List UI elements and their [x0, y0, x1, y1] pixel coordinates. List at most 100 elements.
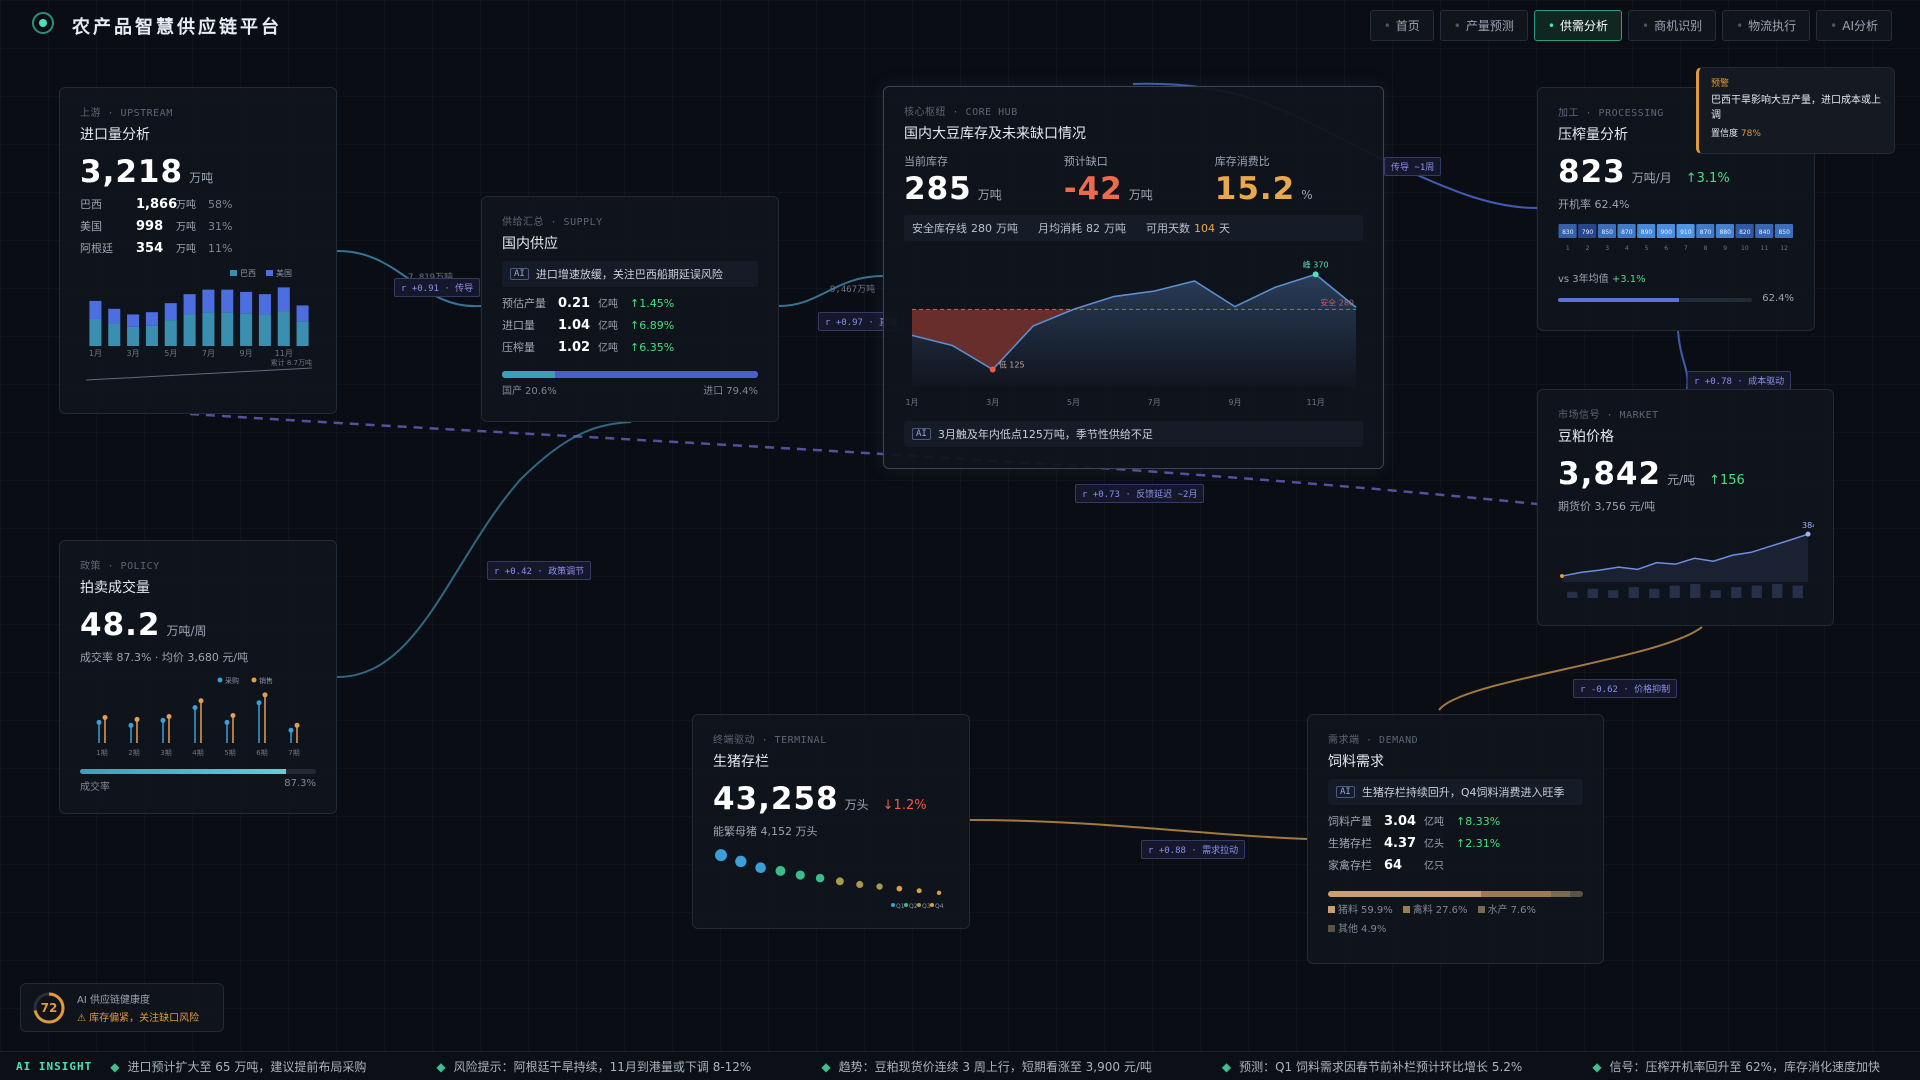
trend-label: 累计 8.7万吨: [271, 358, 312, 367]
legend-dot: [917, 903, 921, 907]
bar: [202, 289, 215, 313]
demand-panel: 需求端 · DEMAND 饲料需求 AI 生猪存栏持续回升，Q4饲料消费进入旺季 …: [1307, 714, 1604, 964]
info-label: 安全库存线: [912, 222, 967, 235]
legend-dot: [251, 677, 257, 683]
nav-item[interactable]: 供需分析: [1533, 10, 1622, 41]
flow-volume: 9,467万吨: [830, 285, 876, 295]
confidence-value: 78%: [1740, 129, 1761, 139]
split-bar: [1328, 891, 1583, 897]
policy-panel: 政策 · POLICY 拍卖成交量 48.2 万吨/周 成交率 87.3% · 均…: [59, 540, 337, 814]
heat-cell: [1735, 224, 1754, 238]
end-label: 3842: [1802, 522, 1814, 530]
legend-name: 猪料: [1338, 905, 1358, 916]
ai-note: AI 3月触及年内低点125万吨，季节性供给不足: [904, 421, 1363, 447]
x-tick-label: 11月: [1307, 398, 1325, 407]
metric-name: 压榨量: [502, 341, 535, 354]
bar: [296, 305, 309, 322]
stat-label: 预计缺口: [1063, 155, 1108, 168]
nav-item[interactable]: 产量预测: [1439, 10, 1528, 41]
panel-title: 饲料需求: [1328, 754, 1384, 770]
dot: [775, 865, 786, 876]
kpi-value: 48.2: [80, 607, 161, 643]
logo: [32, 12, 54, 34]
nav-item[interactable]: 首页: [1369, 10, 1434, 41]
x-tick-label: 9月: [240, 349, 253, 358]
heat-label: 12: [1780, 245, 1788, 252]
panel-tag: 政策 · POLICY: [80, 561, 160, 572]
info-strip: 安全库存线 280 万吨 月均消耗 82 万吨 可用天数 104 天: [904, 215, 1363, 241]
info-value: 104: [1194, 222, 1215, 235]
heat-value: 890: [1641, 229, 1653, 236]
kpi: 43,258 万头 ↓1.2%: [713, 781, 949, 817]
volume-bar: [1608, 590, 1619, 598]
heat-value: 790: [1582, 229, 1594, 236]
ai-text: 生猪存栏持续回升，Q4饲料消费进入旺季: [1361, 786, 1565, 799]
x-tick-label: 4期: [192, 749, 203, 757]
bar: [164, 320, 177, 346]
metric-value: 3.04: [1384, 814, 1417, 829]
heat-value: 830: [1562, 229, 1574, 236]
lollipop-head: [160, 717, 166, 723]
volume-bar: [1669, 585, 1680, 598]
heat-cell: [1578, 224, 1597, 238]
metric-unit: 万吨: [176, 200, 196, 211]
dot: [735, 855, 747, 868]
legend-value: 27.6%: [1435, 905, 1468, 916]
metric-change: ↑6.89%: [630, 319, 675, 332]
heat-value: 910: [1680, 229, 1692, 236]
kpi-value: 3,218: [80, 154, 184, 190]
heat-value: 870: [1700, 229, 1712, 236]
legend-label: 美国: [276, 268, 292, 278]
ticker-item: 趋势：豆粕现货价连续 3 周上行，短期看涨至 3,900 元/吨: [821, 1058, 1152, 1075]
dot: [815, 873, 825, 883]
flow-label: r -0.62 · 价格抑制: [1573, 679, 1678, 698]
nav-item[interactable]: 物流执行: [1722, 10, 1811, 41]
metric-value: 354: [136, 241, 164, 256]
peak-label: 峰 370: [1303, 259, 1329, 269]
metric-row: 巴西 1,866 万吨 58%: [80, 196, 316, 218]
dot: [715, 849, 727, 862]
legend-value: 79.4%: [726, 386, 758, 397]
flow-label: 传导 ~1周: [1384, 157, 1442, 176]
metric-row: 进口量 1.04 亿吨 ↑6.89%: [502, 317, 758, 339]
ticker-item: 进口预计扩大至 65 万吨，建议提前布局采购: [110, 1058, 366, 1075]
nav-item[interactable]: 商机识别: [1627, 10, 1717, 41]
kpi-change: ↑156: [1709, 473, 1745, 488]
legend-name: 国产: [502, 386, 522, 397]
heat-cell: [1558, 224, 1577, 238]
lollipop-head: [128, 722, 134, 728]
metric-change: 11%: [208, 242, 233, 255]
bar: [183, 294, 196, 315]
metric-row: 美国 998 万吨 31%: [80, 218, 316, 240]
volume-bar: [1649, 588, 1660, 598]
lollipop-head: [262, 692, 268, 698]
legend-dot: [217, 677, 223, 683]
stats: 当前库存 285 万吨 预计缺口 -42 万吨 库存消费比 15.2%: [904, 153, 1363, 207]
info-unit: 天: [1219, 222, 1230, 235]
metric-change: ↑2.31%: [1456, 837, 1501, 850]
bar: [145, 312, 158, 326]
legend-value: 7.6%: [1510, 905, 1536, 916]
panel-title: 压榨量分析: [1558, 127, 1628, 143]
panel-title: 拍卖成交量: [80, 580, 150, 596]
nav: 首页产量预测供需分析商机识别物流执行AI分析: [1369, 10, 1892, 41]
info-label: 可用天数: [1146, 222, 1190, 235]
legend-name: 水产: [1487, 905, 1508, 916]
heat-cell: [1637, 224, 1656, 238]
nav-item[interactable]: AI分析: [1816, 10, 1892, 41]
legend-name: 禽料: [1412, 905, 1433, 916]
heat-label: 8: [1704, 245, 1708, 252]
bar-segment: [1551, 891, 1571, 897]
bar: [108, 308, 121, 324]
legend-label: Q3: [922, 903, 931, 910]
heat-cell: [1597, 224, 1616, 238]
heat-cell: [1755, 224, 1774, 238]
rate-label: 开机率: [1558, 198, 1591, 211]
legend-item: 禽料 27.6%: [1402, 901, 1468, 916]
stat-value: -42: [1063, 171, 1123, 207]
heat-value: 900: [1660, 229, 1672, 236]
panel-title: 进口量分析: [80, 127, 150, 143]
terminal-chart: Q1 Q2 Q3 Q4: [715, 849, 944, 910]
legend-value: 20.6%: [525, 386, 557, 397]
